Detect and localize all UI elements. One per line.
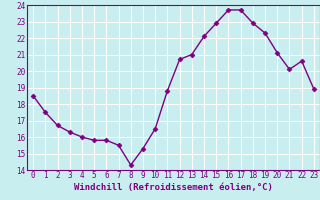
X-axis label: Windchill (Refroidissement éolien,°C): Windchill (Refroidissement éolien,°C)	[74, 183, 273, 192]
